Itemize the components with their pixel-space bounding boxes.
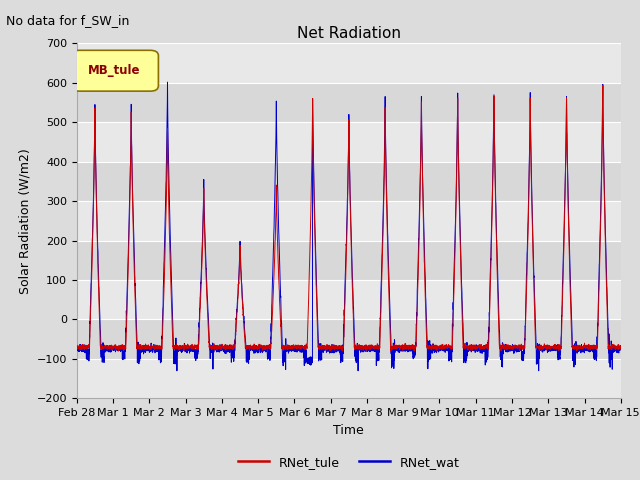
Bar <box>77 280 621 320</box>
Text: MB_tule: MB_tule <box>88 64 140 77</box>
Bar <box>77 43 621 83</box>
Bar <box>77 320 621 359</box>
Bar <box>77 201 621 240</box>
X-axis label: Time: Time <box>333 424 364 437</box>
Bar <box>77 83 621 122</box>
FancyBboxPatch shape <box>72 50 158 91</box>
Bar <box>77 122 621 162</box>
Bar <box>77 162 621 201</box>
Legend: RNet_tule, RNet_wat: RNet_tule, RNet_wat <box>233 451 465 474</box>
Bar <box>77 240 621 280</box>
Y-axis label: Solar Radiation (W/m2): Solar Radiation (W/m2) <box>18 148 31 294</box>
Title: Net Radiation: Net Radiation <box>297 25 401 41</box>
Bar <box>77 359 621 398</box>
Text: No data for f_SW_in: No data for f_SW_in <box>6 14 130 27</box>
